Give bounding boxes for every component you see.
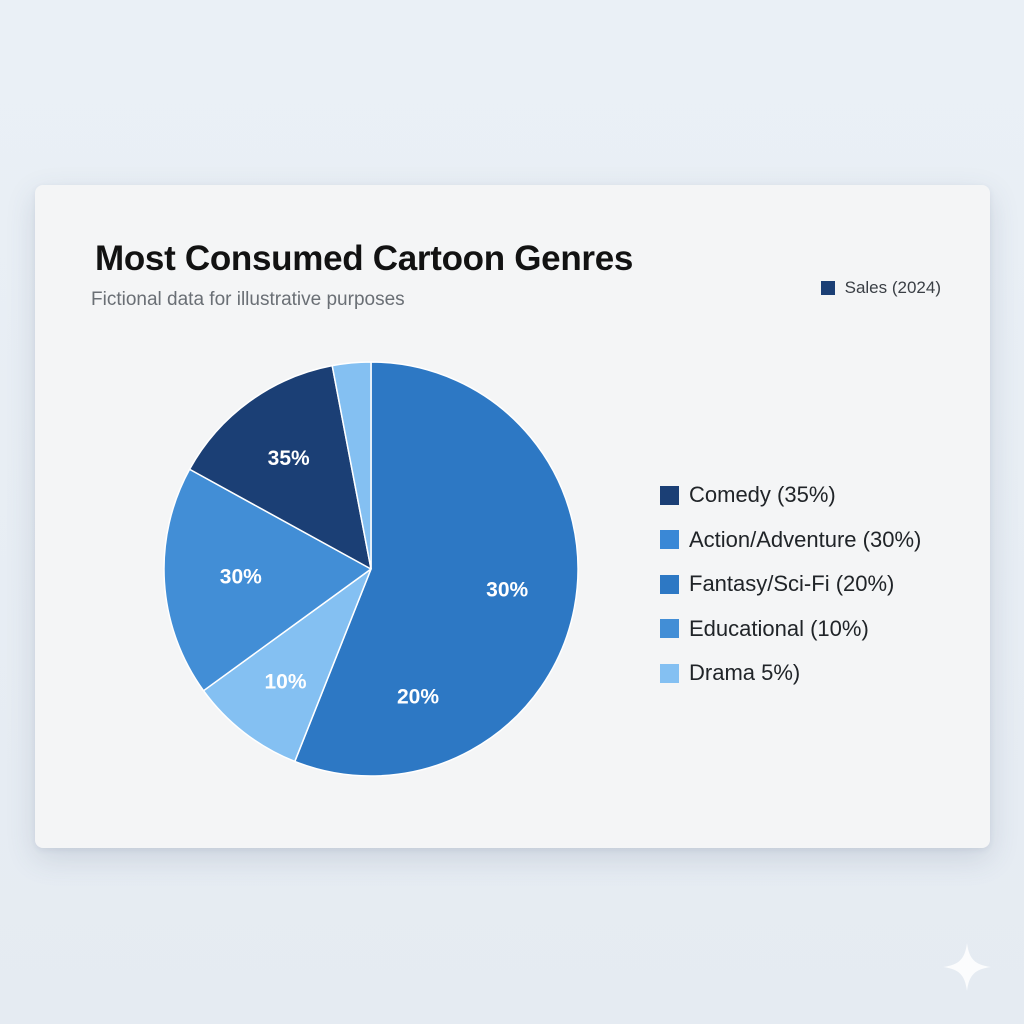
pie-slice-3 (163, 468, 372, 692)
legend-item: Drama 5%) (660, 651, 921, 696)
legend-item: Action/Adventure (30%) (660, 518, 921, 563)
legend-swatch (660, 619, 679, 639)
slice-label-3: 30% (220, 566, 262, 589)
slice-label-1: 30% (486, 579, 528, 602)
series-legend-swatch (820, 281, 835, 295)
legend-label: Comedy (35%) (689, 482, 836, 508)
chart-card: Most Consumed Cartoon Genres Fictional d… (35, 185, 990, 848)
pie-slice-4 (188, 364, 372, 570)
legend-label: Action/Adventure (30%) (689, 526, 922, 552)
slice-label-4: 35% (268, 447, 310, 470)
legend-label: Drama 5%) (689, 660, 801, 686)
sparkle-icon (943, 943, 991, 991)
chart-subtitle: Fictional data for illustrative purposes (91, 289, 405, 310)
chart-title: Most Consumed Cartoon Genres (95, 239, 634, 278)
legend-item: Educational (10%) (660, 607, 921, 652)
legend-label: Educational (10%) (689, 615, 869, 641)
series-legend: Sales (2024) (820, 278, 941, 298)
legend-swatch (660, 485, 679, 505)
slice-label-extra-1: 20% (397, 686, 439, 709)
legend-item: Fantasy/Sci-Fi (20%) (660, 562, 921, 607)
slice-label-2: 10% (264, 670, 306, 693)
chart-legend: Comedy (35%) Action/Adventure (30%) Fantas… (660, 473, 921, 696)
legend-swatch (660, 663, 679, 683)
pie-slice-1 (294, 361, 579, 777)
pie-slice-5 (331, 361, 372, 570)
legend-item: Comedy (35%) (660, 473, 921, 518)
series-legend-label: Sales (2024) (844, 278, 941, 297)
legend-label: Fantasy/Sci-Fi (20%) (689, 571, 895, 597)
pie-chart: 30% 10% 30% 35% 20% (163, 361, 579, 777)
legend-swatch (660, 530, 679, 550)
legend-swatch (660, 574, 679, 594)
pie-slice-2 (202, 568, 372, 763)
